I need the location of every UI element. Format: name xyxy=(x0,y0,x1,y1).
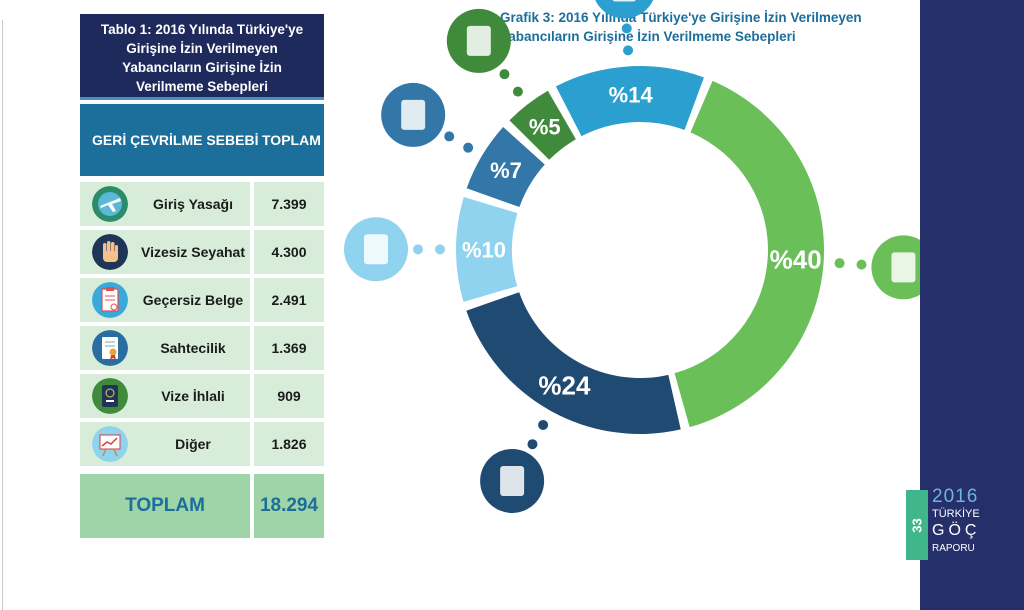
slice-label: %40 xyxy=(770,244,822,274)
icon-glyph xyxy=(500,465,525,496)
brand-line2: GÖÇ xyxy=(932,522,981,539)
reason-label: Giriş Yasağı xyxy=(153,196,233,212)
donut-slice xyxy=(555,66,704,137)
page-edge-line xyxy=(2,20,3,610)
donut-slice xyxy=(466,127,545,208)
donut-slice xyxy=(466,292,681,434)
value-cell: 2.491 xyxy=(254,278,324,322)
slice-label: %14 xyxy=(609,82,654,107)
column-header-reason: GERİ ÇEVRİLME SEBEBİ xyxy=(92,132,259,148)
donut-slice xyxy=(674,80,824,428)
table-title: Tablo 1: 2016 Yılında Türkiye'ye Girişin… xyxy=(80,14,324,100)
table-row: Diğer 1.826 xyxy=(80,422,324,466)
donut-decorations xyxy=(344,0,920,513)
column-header-total: TOPLAM xyxy=(262,132,321,148)
donut-slice xyxy=(509,90,576,160)
connector-dot xyxy=(413,244,424,255)
table-header: GERİ ÇEVRİLME SEBEBİ TOPLAM xyxy=(80,104,324,176)
connector-dot xyxy=(856,259,867,270)
table-row: Vize İhlali 909 xyxy=(80,374,324,418)
reason-cell: Geçersiz Belge xyxy=(80,278,250,322)
value-cell: 1.826 xyxy=(254,422,324,466)
donut-slice xyxy=(456,197,518,302)
reason-label: Sahtecilik xyxy=(160,340,226,356)
table-row: Vizesiz Seyahat 4.300 xyxy=(80,230,324,274)
value-cell: 909 xyxy=(254,374,324,418)
reason-label: Geçersiz Belge xyxy=(142,292,244,308)
table-row: Geçersiz Belge 2.491 xyxy=(80,278,324,322)
page-number-tab: 33 xyxy=(906,490,928,560)
connector-dot xyxy=(623,45,634,56)
brand-line1: TÜRKİYE xyxy=(932,508,980,520)
value-cell: 1.369 xyxy=(254,326,324,370)
connector-dot xyxy=(499,69,510,80)
reason-cell: Vize İhlali xyxy=(80,374,250,418)
table-total-row: TOPLAM 18.294 xyxy=(80,474,324,538)
side-band xyxy=(920,0,1024,610)
certificate-icon xyxy=(92,330,128,366)
reason-label: Vize İhlali xyxy=(161,388,225,404)
brand-year: 2016 xyxy=(932,486,979,507)
reason-cell: Giriş Yasağı xyxy=(80,182,250,226)
connector-dot xyxy=(538,419,549,430)
chart-board-icon xyxy=(92,426,128,462)
donut-chart: %40 %24 %10 %7 %5 %14 xyxy=(344,0,920,513)
connector-dot xyxy=(463,142,474,153)
icon-glyph xyxy=(401,99,426,130)
icon-glyph xyxy=(612,0,636,2)
table-row: Giriş Yasağı 7.399 xyxy=(80,182,324,226)
reason-cell: Vizesiz Seyahat xyxy=(80,230,250,274)
invalid-document-icon xyxy=(595,0,654,19)
icon-glyph xyxy=(891,252,916,283)
table-row: Sahtecilik 1.369 xyxy=(80,326,324,370)
brand-line3: RAPORU xyxy=(932,543,975,554)
slice-label: %10 xyxy=(462,238,506,263)
value-cell: 4.300 xyxy=(254,230,324,274)
connector-dot xyxy=(527,439,538,450)
page-number: 33 xyxy=(909,517,925,533)
reason-cell: Sahtecilik xyxy=(80,326,250,370)
donut-segments xyxy=(456,66,824,434)
connector-dot xyxy=(512,86,523,97)
plane-globe-icon xyxy=(92,186,128,222)
slice-label: %7 xyxy=(490,158,522,183)
icon-glyph xyxy=(466,25,491,56)
reason-cell: Diğer xyxy=(80,422,250,466)
icon-glyph xyxy=(364,234,389,265)
slice-label: %24 xyxy=(538,370,591,400)
report-brand: 2016 TÜRKİYE GÖÇ RAPORU xyxy=(932,487,992,554)
total-value: 18.294 xyxy=(254,474,324,538)
invalid-document-icon xyxy=(92,282,128,318)
connector-dot xyxy=(834,258,845,269)
reason-label: Vizesiz Seyahat xyxy=(140,244,246,260)
connector-dot xyxy=(621,23,632,34)
donut-labels: %40 %24 %10 %7 %5 %14 xyxy=(462,82,822,400)
hand-stop-icon xyxy=(92,234,128,270)
connector-dot xyxy=(435,244,446,255)
passport-icon xyxy=(92,378,128,414)
connector-dot xyxy=(444,131,455,142)
reason-label: Diğer xyxy=(175,436,211,452)
chart-title: Grafik 3: 2016 Yılında Türkiye'ye Girişi… xyxy=(500,10,862,44)
total-label: TOPLAM xyxy=(80,474,250,538)
value-cell: 7.399 xyxy=(254,182,324,226)
slice-label: %5 xyxy=(529,114,561,139)
